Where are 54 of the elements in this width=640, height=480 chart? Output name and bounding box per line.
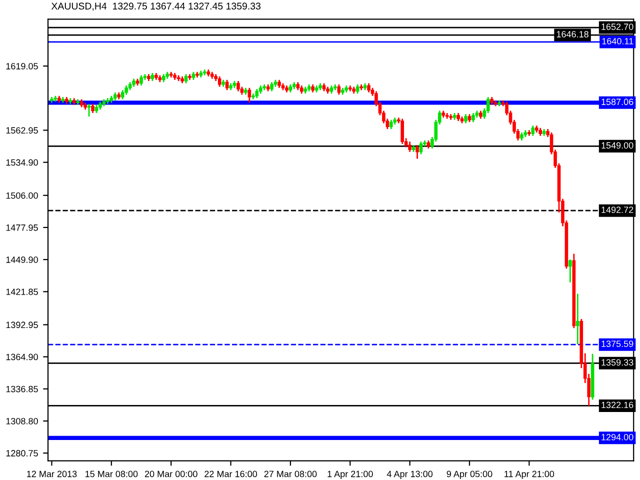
candlestick xyxy=(390,119,393,130)
y-tick-label: 1534.90 xyxy=(6,159,38,166)
candlestick xyxy=(184,73,188,84)
candlestick xyxy=(270,81,274,92)
y-tick-label: 1308.80 xyxy=(6,418,38,424)
candlestick xyxy=(464,113,468,124)
candlestick xyxy=(419,140,423,155)
x-tick-label: 27 Mar 08:00 xyxy=(264,470,317,478)
ref-line-label: 1294.00 xyxy=(602,434,634,440)
candlestick xyxy=(91,103,94,114)
ref-line-label: 1375.59 xyxy=(602,340,634,347)
ref-line-label: 1359.33 xyxy=(602,359,634,366)
candlestick xyxy=(124,84,128,96)
candlestick xyxy=(400,118,404,145)
ref-line-label: 1549.00 xyxy=(602,142,634,149)
y-tick-label: 1280.75 xyxy=(6,450,38,456)
x-tick-label: 9 Apr 05:00 xyxy=(446,470,492,479)
candlestick xyxy=(531,124,535,137)
x-tick-label: 12 Mar 2013 xyxy=(27,470,77,478)
candlestick xyxy=(218,76,222,88)
candlestick xyxy=(472,112,475,123)
candlestick xyxy=(416,144,419,160)
ref-line-label: 1646.18 xyxy=(556,31,588,38)
y-tick-label: 1449.90 xyxy=(6,256,38,263)
candlestick xyxy=(568,258,572,284)
candlestick xyxy=(576,293,580,345)
y-tick-label: 1619.05 xyxy=(6,63,38,70)
ref-line-label: 1652.70 xyxy=(602,24,634,30)
candlestick xyxy=(337,84,341,96)
x-tick-label: 22 Mar 16:00 xyxy=(204,470,258,478)
candlestick xyxy=(140,74,143,86)
x-tick-label: 20 Mar 00:00 xyxy=(144,470,198,478)
x-tick-label: 11 Apr 21:00 xyxy=(504,470,554,479)
ref-line-label: 1492.72 xyxy=(602,206,634,213)
ref-line-label: 1587.06 xyxy=(602,98,634,106)
chart-title: XAUUSD,H4 1329.75 1367.44 1327.45 1359.33 xyxy=(51,2,260,11)
y-tick-label: 1506.00 xyxy=(6,192,38,199)
y-tick-label: 1477.95 xyxy=(6,224,38,231)
ref-line-label: 1640.11 xyxy=(602,38,634,44)
candlestick xyxy=(367,82,370,94)
ref-line-label: 1322.16 xyxy=(602,402,634,408)
candlestick xyxy=(408,140,412,153)
y-tick-label: 1364.90 xyxy=(6,354,38,360)
y-tick-label: 1336.85 xyxy=(6,386,38,392)
y-tick-label: 1421.85 xyxy=(6,288,38,296)
x-tick-label: 4 Apr 13:00 xyxy=(386,470,433,479)
candlestick xyxy=(255,88,259,99)
candlestick xyxy=(248,87,252,104)
y-tick-label: 1392.95 xyxy=(6,322,38,328)
x-tick-label: 1 Apr 21:00 xyxy=(328,470,373,479)
x-tick-label: 15 Mar 08:00 xyxy=(86,470,138,478)
candlestick xyxy=(120,89,124,100)
candlestick xyxy=(236,80,240,92)
y-tick-label: 1562.95 xyxy=(6,127,38,134)
